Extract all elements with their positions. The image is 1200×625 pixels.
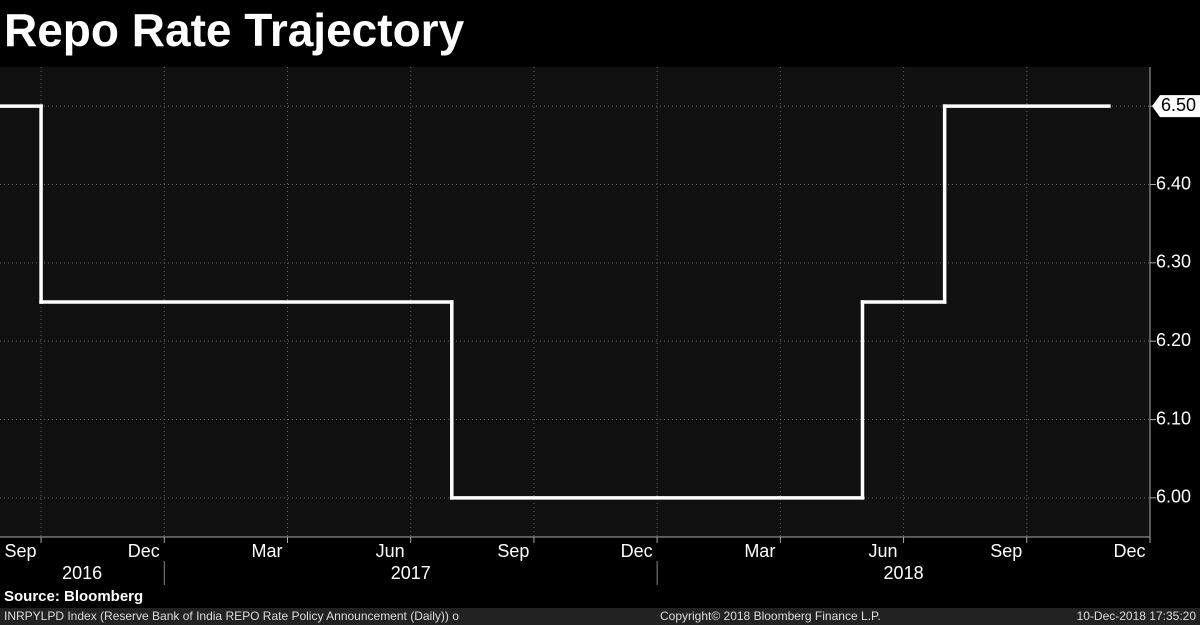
last-value-label: 6.50 xyxy=(1161,95,1196,115)
y-tick-label: 6.20 xyxy=(1156,330,1191,350)
footer-bar xyxy=(0,608,1200,625)
y-tick-label: 6.00 xyxy=(1156,487,1191,507)
footer-center: Copyright© 2018 Bloomberg Finance L.P. xyxy=(660,609,881,623)
x-tick-label: Mar xyxy=(744,541,775,561)
x-tick-label: Mar xyxy=(251,541,282,561)
source: Source: Bloomberg xyxy=(4,588,143,605)
x-tick-label: Sep xyxy=(990,541,1022,561)
x-tick-label: Jun xyxy=(869,541,898,561)
year-label: 2018 xyxy=(884,563,924,583)
chart-title: Repo Rate Trajectory xyxy=(4,4,465,56)
x-tick-label: Sep xyxy=(497,541,529,561)
y-tick-label: 6.40 xyxy=(1156,173,1191,193)
year-label: 2017 xyxy=(391,563,431,583)
x-tick-label: Dec xyxy=(621,541,653,561)
year-label: 2016 xyxy=(62,563,102,583)
footer-right: 10-Dec-2018 17:35:20 xyxy=(1077,609,1197,623)
x-tick-label: Sep xyxy=(5,541,37,561)
y-tick-label: 6.30 xyxy=(1156,252,1191,272)
x-tick-label: Dec xyxy=(1113,541,1145,561)
x-tick-label: Jun xyxy=(376,541,405,561)
x-tick-label: Dec xyxy=(128,541,160,561)
y-tick-label: 6.10 xyxy=(1156,408,1191,428)
last-value-marker xyxy=(1152,95,1200,118)
footer-left: INRPYLPD Index (Reserve Bank of India RE… xyxy=(4,609,459,623)
